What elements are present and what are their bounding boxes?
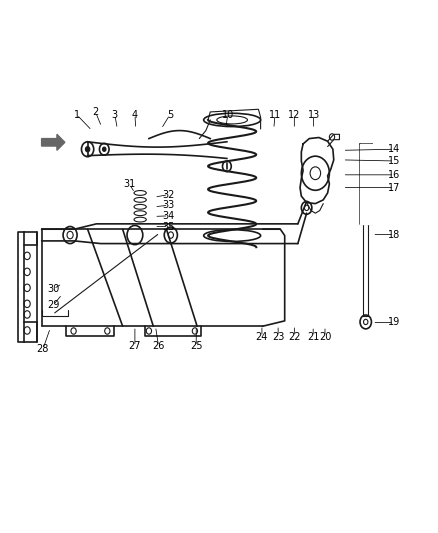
Text: 18: 18 xyxy=(388,230,400,239)
Text: 1: 1 xyxy=(74,110,80,119)
Text: 34: 34 xyxy=(162,211,175,221)
Text: 14: 14 xyxy=(388,144,400,154)
Circle shape xyxy=(102,147,106,151)
Text: 19: 19 xyxy=(388,318,400,327)
Text: 4: 4 xyxy=(132,110,138,119)
Text: 32: 32 xyxy=(162,190,175,199)
Text: 11: 11 xyxy=(269,110,281,119)
Text: 30: 30 xyxy=(47,284,60,294)
Text: 24: 24 xyxy=(256,332,268,342)
Text: 3: 3 xyxy=(112,110,118,119)
Text: 12: 12 xyxy=(288,110,300,119)
Text: 22: 22 xyxy=(288,332,300,342)
Text: 35: 35 xyxy=(162,222,175,231)
Text: 28: 28 xyxy=(37,344,49,354)
Text: 21: 21 xyxy=(307,332,319,342)
Text: 27: 27 xyxy=(129,342,141,351)
Text: 15: 15 xyxy=(388,156,400,166)
Circle shape xyxy=(85,147,90,152)
Text: 10: 10 xyxy=(222,110,234,119)
Polygon shape xyxy=(42,134,65,150)
Text: 25: 25 xyxy=(190,342,202,351)
Text: 33: 33 xyxy=(162,200,175,210)
Text: 29: 29 xyxy=(47,300,60,310)
Text: 20: 20 xyxy=(319,332,331,342)
Text: 2: 2 xyxy=(92,107,99,117)
Polygon shape xyxy=(360,144,372,224)
Text: 26: 26 xyxy=(152,342,165,351)
Text: 5: 5 xyxy=(167,110,173,119)
Text: 31: 31 xyxy=(123,179,135,189)
Text: 16: 16 xyxy=(388,170,400,180)
Text: 17: 17 xyxy=(388,183,400,192)
Text: 23: 23 xyxy=(272,332,284,342)
Text: 13: 13 xyxy=(307,110,320,119)
